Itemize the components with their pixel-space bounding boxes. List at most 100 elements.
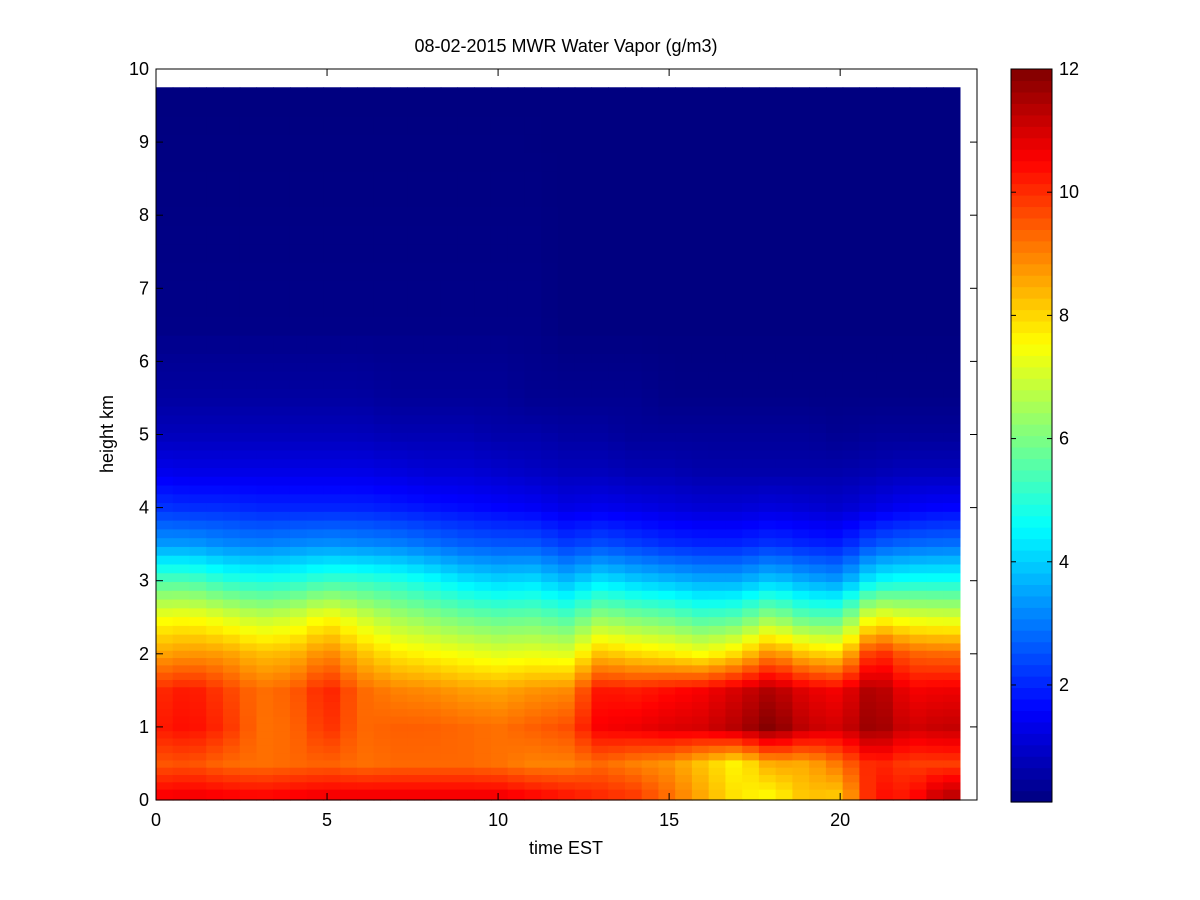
- heatmap-cell: [222, 723, 241, 732]
- heatmap-cell: [792, 467, 810, 477]
- heatmap-cell: [423, 115, 442, 135]
- heatmap-cell: [440, 686, 459, 695]
- heatmap-cell: [909, 701, 927, 710]
- heatmap-cell: [256, 243, 274, 263]
- heatmap-cell: [189, 476, 207, 486]
- heatmap-cell: [742, 432, 760, 442]
- heatmap-cell: [440, 458, 459, 468]
- heatmap-cell: [591, 134, 609, 153]
- heatmap-cell: [775, 537, 794, 547]
- heatmap-cell: [742, 730, 760, 739]
- heatmap-cell: [172, 572, 191, 583]
- heatmap-cell: [792, 657, 810, 666]
- heatmap-cell: [809, 441, 827, 451]
- heatmap-cell: [624, 170, 643, 190]
- heatmap-cell: [256, 449, 274, 460]
- heatmap-cell: [775, 625, 794, 635]
- heatmap-cell: [189, 767, 207, 776]
- heatmap-cell: [323, 572, 341, 583]
- heatmap-cell: [373, 432, 392, 442]
- heatmap-cell: [323, 97, 341, 117]
- heatmap-cell: [457, 388, 475, 398]
- heatmap-cell: [792, 502, 810, 512]
- heatmap-cell: [691, 353, 710, 363]
- heatmap-cell: [909, 650, 927, 659]
- heatmap-cell: [340, 590, 358, 600]
- heatmap-cell: [206, 388, 224, 398]
- heatmap-cell: [675, 170, 693, 190]
- heatmap-cell: [256, 759, 274, 768]
- heatmap-cell: [524, 737, 542, 746]
- heatmap-cell: [474, 280, 492, 300]
- heatmap-cell: [541, 625, 559, 635]
- heatmap-cell: [407, 87, 425, 99]
- heatmap-cell: [608, 650, 626, 659]
- heatmap-cell: [775, 134, 794, 153]
- heatmap-cell: [490, 752, 509, 761]
- heatmap-cell: [926, 243, 944, 263]
- heatmap-cell: [524, 441, 542, 451]
- heatmap-cell: [608, 694, 626, 702]
- heatmap-cell: [557, 796, 576, 801]
- heatmap-cell: [256, 563, 274, 574]
- heatmap-cell: [156, 476, 174, 486]
- heatmap-cell: [557, 745, 576, 754]
- heatmap-cell: [775, 353, 794, 363]
- heatmap-cell: [725, 134, 743, 153]
- heatmap-cell: [691, 745, 710, 754]
- heatmap-cell: [390, 664, 408, 673]
- heatmap-cell: [541, 759, 559, 768]
- heatmap-cell: [725, 414, 743, 425]
- heatmap-cell: [658, 664, 676, 673]
- heatmap-cell: [541, 616, 559, 626]
- heatmap-cell: [457, 572, 475, 583]
- colorbar-segment: [1011, 790, 1052, 803]
- heatmap-cell: [239, 261, 258, 281]
- heatmap-cell: [926, 625, 944, 635]
- heatmap-cell: [691, 694, 710, 702]
- heatmap-cell: [691, 679, 710, 688]
- heatmap-cell: [206, 572, 224, 583]
- heatmap-cell: [457, 87, 475, 99]
- heatmap-cell: [490, 362, 509, 372]
- heatmap-cell: [876, 370, 894, 381]
- heatmap-cell: [356, 87, 375, 99]
- heatmap-cell: [859, 493, 877, 504]
- heatmap-cell: [156, 170, 174, 190]
- heatmap-cell: [859, 650, 877, 659]
- heatmap-cell: [775, 502, 794, 512]
- heatmap-cell: [624, 555, 643, 565]
- heatmap-cell: [273, 650, 291, 659]
- heatmap-cell: [407, 353, 425, 363]
- heatmap-cell: [926, 225, 944, 245]
- heatmap-cell: [273, 737, 291, 746]
- heatmap-cell: [842, 590, 861, 600]
- heatmap-cell: [842, 745, 861, 754]
- heatmap-cell: [524, 774, 542, 783]
- heatmap-cell: [641, 657, 660, 666]
- heatmap-cell: [658, 414, 676, 425]
- heatmap-cell: [658, 737, 676, 746]
- heatmap-cell: [809, 353, 827, 363]
- heatmap-cell: [440, 261, 459, 281]
- heatmap-cell: [792, 634, 810, 644]
- heatmap-cell: [926, 87, 944, 99]
- heatmap-cell: [725, 423, 743, 433]
- heatmap-cell: [407, 789, 425, 797]
- heatmap-cell: [457, 511, 475, 521]
- heatmap-cell: [390, 458, 408, 468]
- heatmap-cell: [758, 572, 777, 583]
- heatmap-cell: [206, 563, 224, 574]
- heatmap-cell: [624, 694, 643, 702]
- heatmap-cell: [608, 188, 626, 208]
- heatmap-cell: [792, 650, 810, 659]
- heatmap-cell: [440, 657, 459, 666]
- heatmap-cell: [457, 170, 475, 190]
- heatmap-cell: [792, 563, 810, 574]
- heatmap-cell: [541, 280, 559, 300]
- heatmap-cell: [675, 745, 693, 754]
- heatmap-cell: [842, 723, 861, 732]
- heatmap-cell: [507, 298, 526, 318]
- heatmap-cell: [658, 781, 676, 790]
- heatmap-cell: [725, 97, 743, 117]
